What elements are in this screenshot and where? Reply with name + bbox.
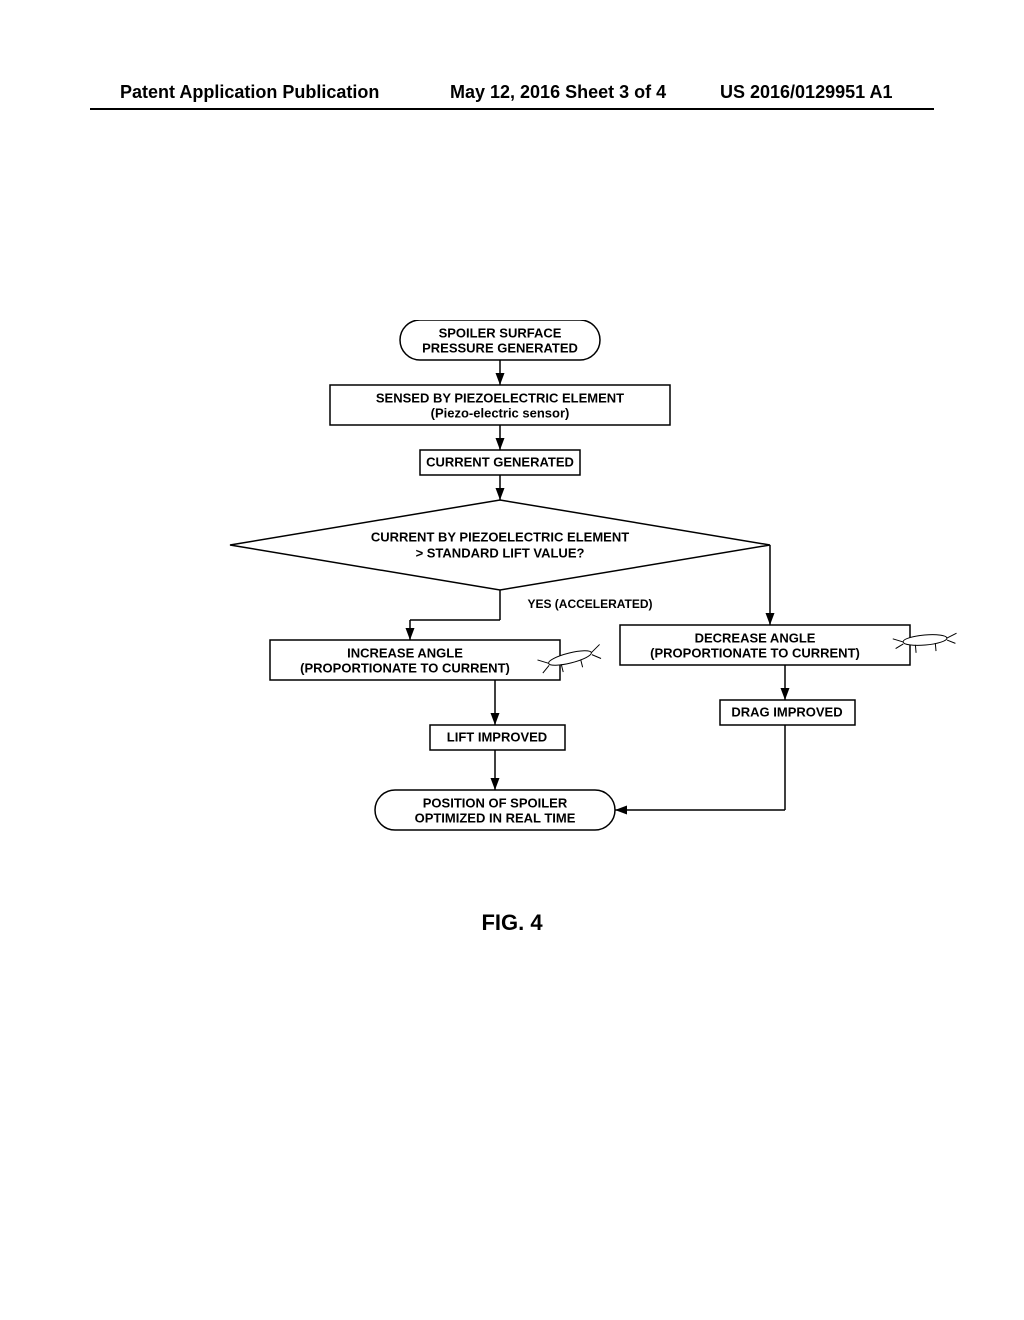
- node-decrease-line2: (PROPORTIONATE TO CURRENT): [650, 645, 860, 660]
- node-lift-line1: LIFT IMPROVED: [447, 729, 547, 744]
- node-sensed-line2: (Piezo-electric sensor): [431, 405, 570, 420]
- node-drag-line1: DRAG IMPROVED: [731, 704, 842, 719]
- node-start-line1: SPOILER SURFACE: [439, 325, 562, 340]
- decision-yes-label: YES (ACCELERATED): [527, 597, 652, 611]
- header-center: May 12, 2016 Sheet 3 of 4: [450, 82, 666, 103]
- node-decision-line2: > STANDARD LIFT VALUE?: [416, 545, 585, 560]
- figure-label: FIG. 4: [0, 910, 1024, 936]
- node-current-line1: CURRENT GENERATED: [426, 454, 574, 469]
- node-sensed-line1: SENSED BY PIEZOELECTRIC ELEMENT: [376, 390, 624, 405]
- node-start-line2: PRESSURE GENERATED: [422, 340, 578, 355]
- header-divider: [90, 108, 934, 110]
- node-decrease-line1: DECREASE ANGLE: [695, 630, 816, 645]
- header-left: Patent Application Publication: [120, 82, 379, 103]
- node-decision-line1: CURRENT BY PIEZOELECTRIC ELEMENT: [371, 529, 629, 544]
- header-right: US 2016/0129951 A1: [720, 82, 892, 103]
- node-increase-line1: INCREASE ANGLE: [347, 645, 463, 660]
- node-optimized-line1: POSITION OF SPOILER: [423, 795, 568, 810]
- node-increase-line2: (PROPORTIONATE TO CURRENT): [300, 660, 510, 675]
- flowchart-diagram: SPOILER SURFACE PRESSURE GENERATED SENSE…: [150, 320, 990, 880]
- node-optimized-line2: OPTIMIZED IN REAL TIME: [415, 810, 576, 825]
